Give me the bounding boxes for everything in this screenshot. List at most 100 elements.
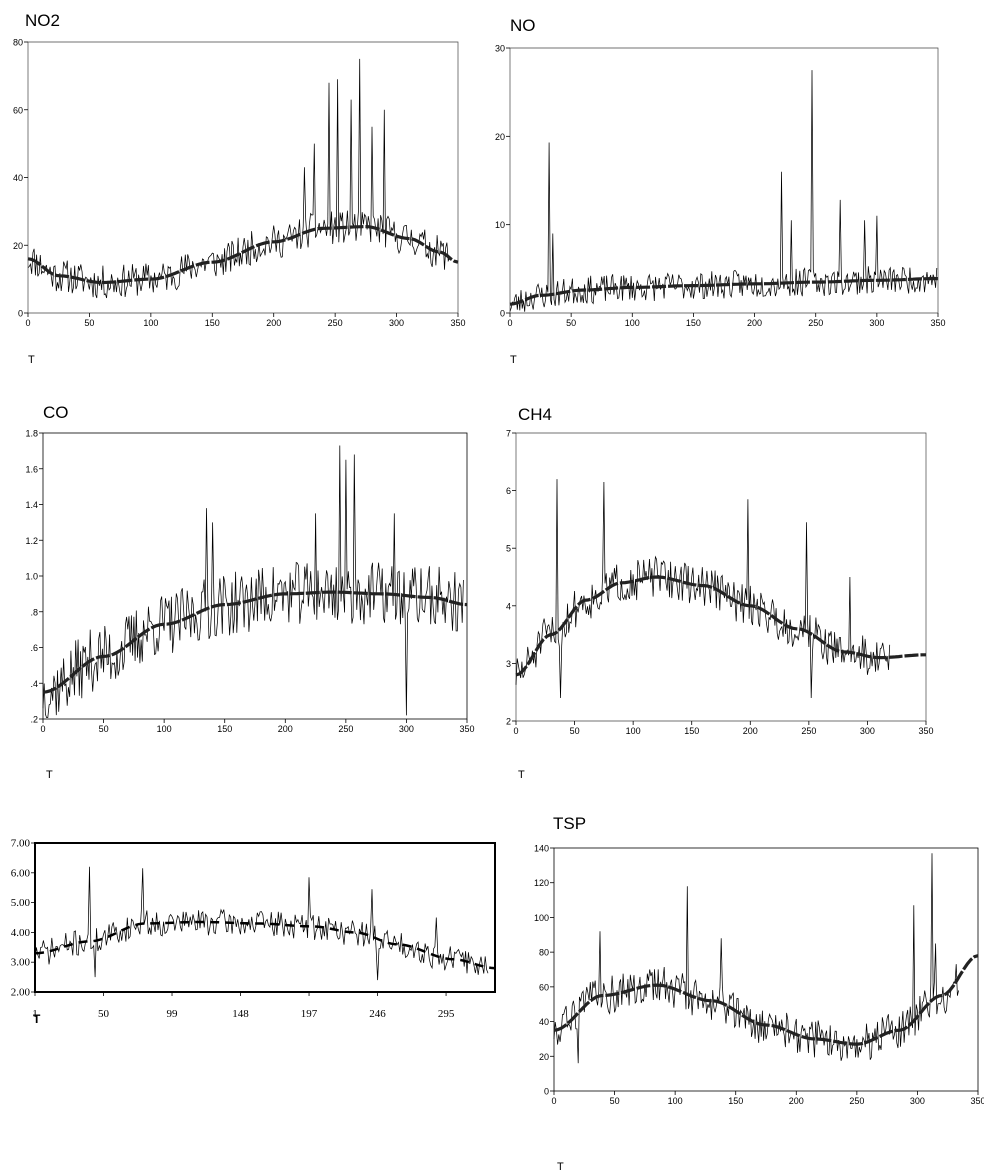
y-tick-label: 5 bbox=[506, 544, 511, 554]
chart-panel-4: CH4 0 50 100 150 200 250 300 350 2 3 4 5 6 7 T bbox=[506, 405, 934, 781]
y-tick-label: 4.00 bbox=[11, 927, 31, 939]
x-tick-label: 246 bbox=[369, 1008, 386, 1020]
x-tick-label: 100 bbox=[143, 318, 158, 328]
fitted-trend-line bbox=[34, 920, 496, 970]
y-tick-label: 100 bbox=[534, 913, 549, 923]
x-tick-label: 50 bbox=[98, 1008, 110, 1020]
y-tick-label: 140 bbox=[534, 844, 549, 854]
y-tick-label: 40 bbox=[539, 1017, 549, 1027]
x-tick-label: 148 bbox=[232, 1008, 249, 1020]
x-tick-label: 150 bbox=[217, 724, 232, 734]
x-tick-label: 350 bbox=[970, 1096, 984, 1106]
fitted-trend-line bbox=[27, 224, 459, 285]
x-tick-label: 100 bbox=[668, 1096, 683, 1106]
y-tick-label: 40 bbox=[13, 173, 23, 183]
x-tick-label: 300 bbox=[869, 318, 884, 328]
y-tick-label: 2 bbox=[506, 717, 511, 727]
y-tick-label: 80 bbox=[539, 948, 549, 958]
y-tick-label: 1.2 bbox=[25, 536, 38, 546]
y-tick-label: 1.4 bbox=[25, 500, 38, 510]
y-tick-label: 20 bbox=[13, 241, 23, 251]
y-tick-label: 30 bbox=[495, 44, 505, 54]
y-tick-label: 1.8 bbox=[25, 429, 38, 439]
chart-panel-3: CO 0 50 100 150 200 250 300 350 .2 .4 .6 .8 1.0 1.2 1.4… bbox=[25, 403, 474, 781]
plot-frame bbox=[34, 842, 496, 993]
y-tick-label: 80 bbox=[13, 38, 23, 48]
y-tick-label: 10 bbox=[495, 220, 505, 230]
x-tick-label: 200 bbox=[278, 724, 293, 734]
y-tick-label: 1.6 bbox=[25, 464, 38, 474]
y-tick-label: .4 bbox=[30, 679, 38, 689]
y-tick-label: 1.0 bbox=[25, 572, 38, 582]
plot-frame bbox=[27, 41, 459, 314]
fitted-trend-line bbox=[553, 954, 979, 1046]
y-tick-label: 60 bbox=[13, 105, 23, 115]
x-tick-label: 350 bbox=[918, 726, 933, 736]
plot-frame bbox=[509, 47, 939, 314]
x-tick-label: 200 bbox=[789, 1096, 804, 1106]
x-tick-label: 150 bbox=[684, 726, 699, 736]
y-tick-label: .2 bbox=[30, 715, 38, 725]
x-tick-label: 50 bbox=[84, 318, 94, 328]
x-tick-label: 350 bbox=[459, 724, 474, 734]
y-tick-label: 20 bbox=[539, 1052, 549, 1062]
y-tick-label: 0 bbox=[500, 309, 505, 319]
y-tick-label: 4 bbox=[506, 601, 511, 611]
x-tick-label: 250 bbox=[801, 726, 816, 736]
x-tick-label: 300 bbox=[389, 318, 404, 328]
x-axis-label: T bbox=[46, 769, 53, 781]
x-tick-label: 50 bbox=[99, 724, 109, 734]
y-tick-label: 20 bbox=[495, 132, 505, 142]
chart-title: NO bbox=[510, 16, 536, 35]
x-tick-label: 0 bbox=[507, 318, 512, 328]
y-tick-label: 0 bbox=[544, 1087, 549, 1097]
x-tick-label: 250 bbox=[849, 1096, 864, 1106]
x-tick-label: 295 bbox=[438, 1008, 455, 1020]
y-tick-label: 3 bbox=[506, 659, 511, 669]
x-tick-label: 250 bbox=[808, 318, 823, 328]
plot-frame bbox=[553, 847, 979, 1092]
y-tick-label: 5.00 bbox=[11, 897, 31, 909]
x-tick-label: 50 bbox=[570, 726, 580, 736]
y-tick-label: 120 bbox=[534, 878, 549, 888]
chart-panel-2: NO 0 50 100 150 200 250 300 350 0 10 20 30 T bbox=[495, 16, 946, 366]
y-tick-label: 0 bbox=[18, 309, 23, 319]
x-tick-label: 350 bbox=[930, 318, 945, 328]
y-tick-label: 6 bbox=[506, 486, 511, 496]
x-tick-label: 200 bbox=[266, 318, 281, 328]
x-axis-label: T bbox=[518, 769, 525, 781]
x-tick-label: 99 bbox=[167, 1008, 179, 1020]
chart-title: CO bbox=[43, 403, 69, 422]
y-tick-label: .6 bbox=[30, 643, 38, 653]
chart-panel-1: NO2 0 50 100 150 200 250 300 350 0 20 40 60 80 T bbox=[13, 11, 466, 366]
x-tick-label: 50 bbox=[566, 318, 576, 328]
x-tick-label: 0 bbox=[25, 318, 30, 328]
y-tick-label: 6.00 bbox=[11, 867, 31, 879]
x-tick-label: 100 bbox=[157, 724, 172, 734]
x-tick-label: 50 bbox=[610, 1096, 620, 1106]
x-tick-label: 250 bbox=[328, 318, 343, 328]
observed-series-line bbox=[553, 853, 959, 1064]
y-tick-label: 7 bbox=[506, 429, 511, 439]
observed-series-line bbox=[27, 58, 451, 299]
observed-series-line bbox=[515, 479, 891, 699]
x-tick-label: 197 bbox=[301, 1008, 318, 1020]
x-tick-label: 0 bbox=[40, 724, 45, 734]
y-tick-label: 3.00 bbox=[11, 957, 31, 969]
x-tick-label: 150 bbox=[686, 318, 701, 328]
x-tick-label: 300 bbox=[399, 724, 414, 734]
fitted-trend-line bbox=[509, 277, 938, 306]
chart-title: NO2 bbox=[25, 11, 60, 30]
chart-title: TSP bbox=[553, 814, 586, 833]
plot-frame bbox=[42, 432, 468, 720]
x-axis-label: T bbox=[510, 354, 517, 366]
fitted-trend-line bbox=[515, 575, 926, 677]
x-tick-label: 200 bbox=[743, 726, 758, 736]
x-tick-label: 1 bbox=[32, 1008, 38, 1020]
x-tick-label: 350 bbox=[450, 318, 465, 328]
x-tick-label: 0 bbox=[513, 726, 518, 736]
y-tick-label: 7.00 bbox=[11, 838, 31, 850]
x-tick-label: 250 bbox=[338, 724, 353, 734]
x-tick-label: 300 bbox=[910, 1096, 925, 1106]
